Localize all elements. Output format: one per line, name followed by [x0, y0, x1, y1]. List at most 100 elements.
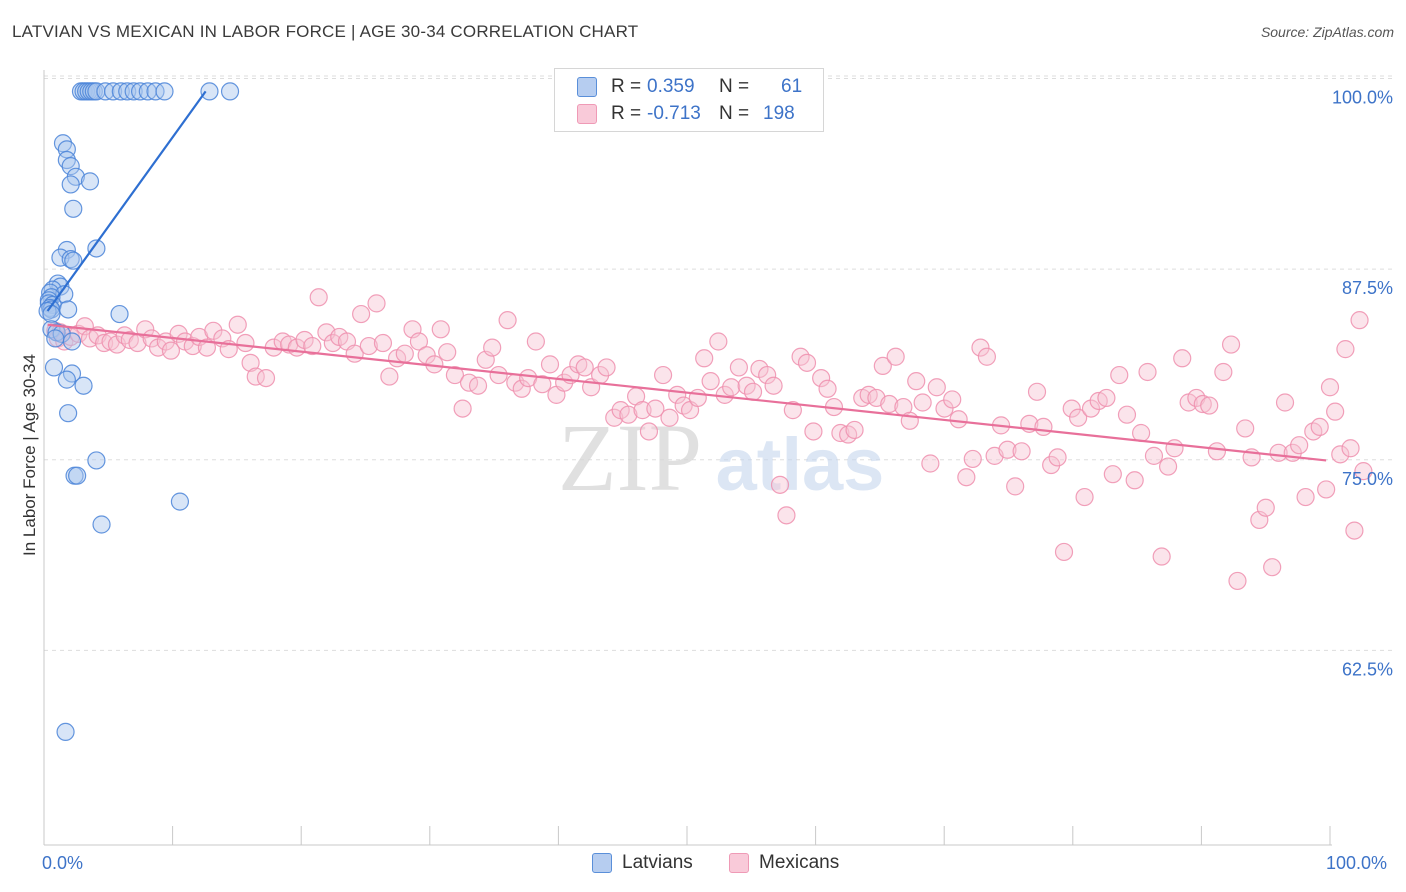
- trend-lines: [46, 90, 1327, 462]
- mexican-point: [597, 358, 616, 377]
- mexican-point: [913, 393, 932, 412]
- x-tick-label-max: 100.0%: [1326, 853, 1388, 873]
- mexican-point: [764, 376, 783, 395]
- latvian-point: [62, 332, 82, 351]
- mexican-point: [880, 394, 899, 414]
- mexican-point: [722, 378, 741, 397]
- latvian-legend-label: Latvians: [622, 852, 693, 873]
- mexican-point: [1290, 436, 1309, 455]
- mexican-point: [1062, 399, 1081, 418]
- axes: [43, 70, 1332, 846]
- mexican-point: [695, 349, 714, 368]
- latvian-point: [64, 199, 83, 218]
- y-tick-label: 62.5%: [1342, 659, 1393, 679]
- legend-item-mexicans: Mexicans: [729, 852, 839, 874]
- mexican-n-label: N =: [719, 103, 750, 124]
- mexican-point: [605, 408, 624, 427]
- mexican-point: [380, 367, 399, 386]
- latvian-point: [57, 140, 76, 159]
- latvian-points: [38, 82, 240, 742]
- mexican-point: [1200, 396, 1219, 415]
- mexican-point: [1138, 362, 1157, 382]
- mexican-point: [1158, 457, 1178, 476]
- mexican-point: [359, 336, 378, 356]
- mexican-point: [395, 344, 414, 363]
- mexican-point: [1326, 402, 1345, 421]
- mexican-point: [236, 333, 255, 353]
- mexican-point: [483, 338, 502, 357]
- mexican-point: [907, 372, 926, 391]
- mexican-point: [1207, 442, 1227, 461]
- mexican-point: [409, 332, 429, 351]
- mexican-point: [1097, 388, 1116, 408]
- mexican-point: [845, 420, 864, 440]
- mexican-point: [1069, 408, 1088, 427]
- mexican-point: [303, 336, 322, 356]
- mexican-n-value: 198: [763, 103, 795, 124]
- mexican-point: [921, 454, 940, 473]
- latvian-legend-swatch: [592, 853, 612, 873]
- mexican-point: [963, 449, 982, 469]
- mexican-point: [142, 329, 161, 348]
- mexican-point: [309, 288, 328, 307]
- latvian-point: [57, 370, 76, 389]
- mexican-point: [949, 410, 968, 429]
- latvian-point: [61, 157, 80, 176]
- mexican-point: [646, 399, 665, 418]
- mexican-point: [1027, 382, 1047, 401]
- latvian-point: [80, 172, 100, 191]
- mexican-point: [1152, 547, 1171, 566]
- mexican-point: [688, 388, 707, 408]
- mexican-point: [1317, 480, 1336, 499]
- mexican-point: [1296, 487, 1315, 507]
- mexican-point: [1165, 439, 1184, 458]
- mexican-point: [709, 332, 728, 351]
- mexican-point: [943, 390, 962, 409]
- latvian-point: [68, 466, 87, 485]
- mexican-point: [498, 311, 517, 330]
- mexican-point: [758, 365, 777, 385]
- mexican-point: [927, 378, 946, 397]
- y-axis-label: In Labor Force | Age 30-34: [20, 354, 39, 556]
- mexican-point: [777, 506, 796, 525]
- mexican-swatch: [577, 104, 597, 124]
- x-tick-label-min: 0.0%: [42, 853, 84, 873]
- latvian-r-label: R =: [611, 76, 642, 97]
- mexican-point: [971, 338, 990, 357]
- latvian-point: [124, 82, 143, 101]
- mexican-point: [453, 399, 472, 418]
- chart-title: LATVIAN VS MEXICAN IN LABOR FORCE | AGE …: [12, 22, 639, 41]
- mexican-point: [1042, 455, 1061, 475]
- watermark-zip: ZIP: [558, 404, 702, 511]
- mexican-point: [1341, 439, 1360, 458]
- mexican-point: [575, 358, 594, 377]
- latvian-point: [118, 82, 137, 101]
- mexican-point: [797, 353, 817, 372]
- mexican-point: [1173, 349, 1192, 368]
- mexican-point: [886, 347, 905, 366]
- mexican-points: [46, 288, 1373, 591]
- latvian-n-value: 61: [781, 76, 803, 97]
- legend-row-latvians: R = 0.359 N = 61: [577, 74, 829, 100]
- mexican-point: [935, 399, 954, 418]
- mexican-point: [1263, 558, 1282, 577]
- mexican-point: [417, 346, 436, 365]
- mexican-point: [1012, 442, 1031, 461]
- latvian-point: [42, 304, 61, 324]
- mexican-point: [533, 375, 552, 394]
- mexican-point: [998, 440, 1017, 459]
- latvian-point: [92, 515, 111, 534]
- mexican-point: [1269, 443, 1288, 462]
- mexican-point: [783, 401, 802, 420]
- mexican-point: [977, 347, 997, 366]
- latvian-point: [61, 175, 80, 194]
- mexican-trend-line: [47, 323, 1327, 462]
- mexican-point: [812, 369, 831, 388]
- mexican-point: [653, 365, 673, 385]
- latvian-point: [64, 251, 83, 270]
- mexican-point: [701, 372, 720, 391]
- latvian-point: [59, 300, 78, 319]
- mexican-point: [512, 379, 531, 398]
- correlation-legend: R = 0.359 N = 61 R = -0.713 N = 198: [554, 68, 824, 132]
